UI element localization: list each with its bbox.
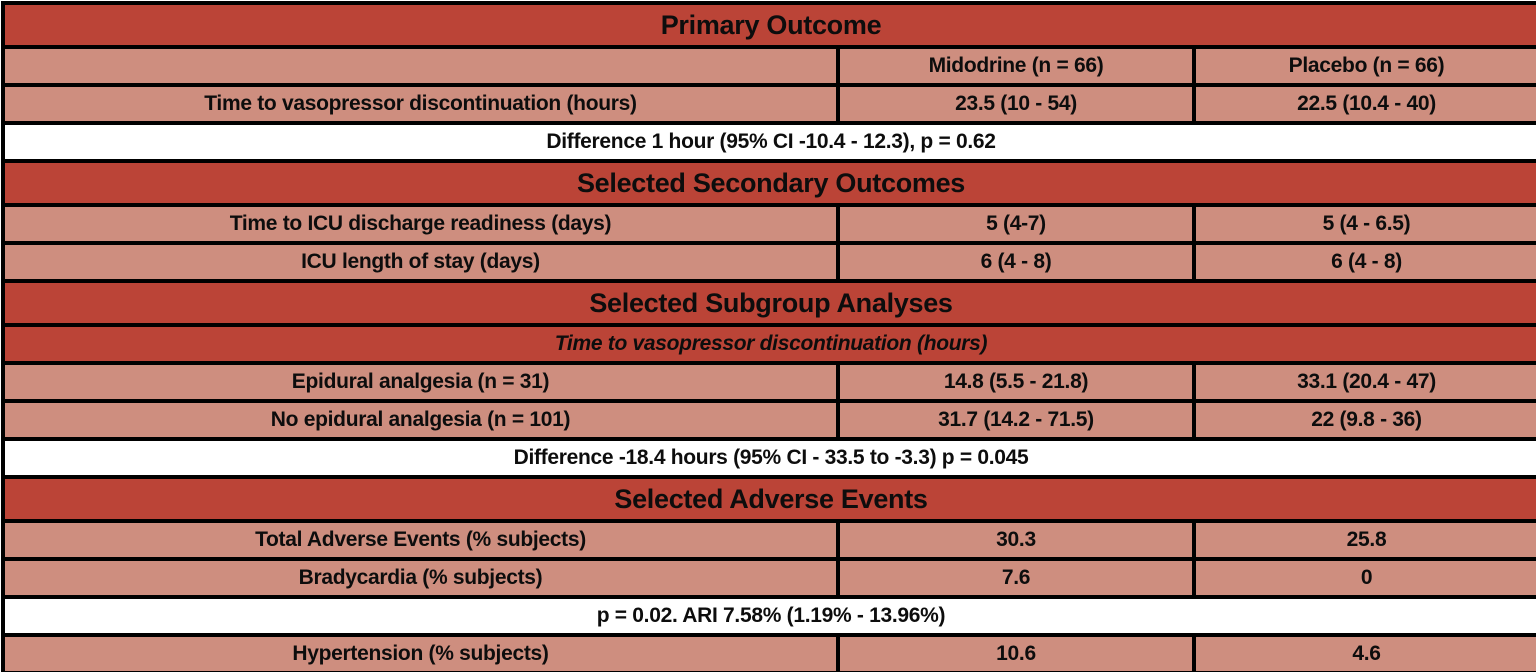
column-header-row: Midodrine (n = 66) Placebo (n = 66) — [1, 45, 1536, 87]
midodrine-value-cell: 30.3 — [836, 519, 1196, 561]
note-bradycardia-stats: p = 0.02. ARI 7.58% (1.19% - 13.96%) — [0, 595, 1536, 637]
subsection-row-vasopressor-discontinuation: Time to vasopressor discontinuation (hou… — [0, 323, 1536, 365]
data-row-no-epidural-analgesia: No epidural analgesia (n = 101) 31.7 (14… — [1, 399, 1536, 441]
outcome-label-cell: Hypertension (% subjects) — [1, 633, 840, 672]
data-row-icu-length-of-stay: ICU length of stay (days) 6 (4 - 8) 6 (4… — [1, 241, 1536, 283]
placebo-value-cell: 5 (4 - 6.5) — [1191, 203, 1536, 245]
note-subgroup-difference: Difference -18.4 hours (95% CI - 33.5 to… — [0, 437, 1536, 479]
section-header-row-primary-outcome: Primary Outcome — [0, 1, 1536, 49]
subsection-label-vasopressor-discontinuation: Time to vasopressor discontinuation (hou… — [0, 323, 1536, 365]
placebo-value-cell: 33.1 (20.4 - 47) — [1191, 361, 1536, 403]
data-row-icu-discharge-readiness: Time to ICU discharge readiness (days) 5… — [1, 203, 1536, 245]
column-header-midodrine: Midodrine (n = 66) — [836, 45, 1196, 87]
midodrine-value-cell: 23.5 (10 - 54) — [836, 83, 1196, 125]
data-row-epidural-analgesia: Epidural analgesia (n = 31) 14.8 (5.5 - … — [1, 361, 1536, 403]
outcome-label-cell: Time to vasopressor discontinuation (hou… — [1, 83, 840, 125]
section-header-secondary-outcomes: Selected Secondary Outcomes — [0, 159, 1536, 207]
note-primary-difference: Difference 1 hour (95% CI -10.4 - 12.3),… — [0, 121, 1536, 163]
outcome-label-cell: Total Adverse Events (% subjects) — [1, 519, 840, 561]
outcome-label-cell: Time to ICU discharge readiness (days) — [1, 203, 840, 245]
section-header-row-subgroup-analyses: Selected Subgroup Analyses — [0, 279, 1536, 327]
midodrine-value-cell: 31.7 (14.2 - 71.5) — [836, 399, 1196, 441]
outcome-label-cell: Bradycardia (% subjects) — [1, 557, 840, 599]
section-header-adverse-events: Selected Adverse Events — [0, 475, 1536, 523]
outcome-label-cell: Epidural analgesia (n = 31) — [1, 361, 840, 403]
column-header-empty-cell — [1, 45, 840, 87]
note-row-subgroup-difference: Difference -18.4 hours (95% CI - 33.5 to… — [0, 437, 1536, 479]
outcome-label-cell: ICU length of stay (days) — [1, 241, 840, 283]
placebo-value-cell: 4.6 — [1191, 633, 1536, 672]
outcome-label-cell: No epidural analgesia (n = 101) — [1, 399, 840, 441]
data-row-bradycardia: Bradycardia (% subjects) 7.6 0 — [1, 557, 1536, 599]
data-row-hypertension: Hypertension (% subjects) 10.6 4.6 — [1, 633, 1536, 672]
section-header-row-adverse-events: Selected Adverse Events — [0, 475, 1536, 523]
note-row-bradycardia-stats: p = 0.02. ARI 7.58% (1.19% - 13.96%) — [0, 595, 1536, 637]
midodrine-value-cell: 10.6 — [836, 633, 1196, 672]
placebo-value-cell: 22 (9.8 - 36) — [1191, 399, 1536, 441]
placebo-value-cell: 22.5 (10.4 - 40) — [1191, 83, 1536, 125]
data-row-vasopressor-discontinuation: Time to vasopressor discontinuation (hou… — [1, 83, 1536, 125]
placebo-value-cell: 25.8 — [1191, 519, 1536, 561]
section-header-primary-outcome: Primary Outcome — [0, 1, 1536, 49]
placebo-value-cell: 0 — [1191, 557, 1536, 599]
section-header-row-secondary-outcomes: Selected Secondary Outcomes — [0, 159, 1536, 207]
midodrine-value-cell: 5 (4-7) — [836, 203, 1196, 245]
midodrine-value-cell: 7.6 — [836, 557, 1196, 599]
section-header-subgroup-analyses: Selected Subgroup Analyses — [0, 279, 1536, 327]
midodrine-value-cell: 6 (4 - 8) — [836, 241, 1196, 283]
note-row-primary-difference: Difference 1 hour (95% CI -10.4 - 12.3),… — [0, 121, 1536, 163]
column-header-placebo: Placebo (n = 66) — [1191, 45, 1536, 87]
placebo-value-cell: 6 (4 - 8) — [1191, 241, 1536, 283]
midodrine-value-cell: 14.8 (5.5 - 21.8) — [836, 361, 1196, 403]
data-row-total-adverse-events: Total Adverse Events (% subjects) 30.3 2… — [1, 519, 1536, 561]
